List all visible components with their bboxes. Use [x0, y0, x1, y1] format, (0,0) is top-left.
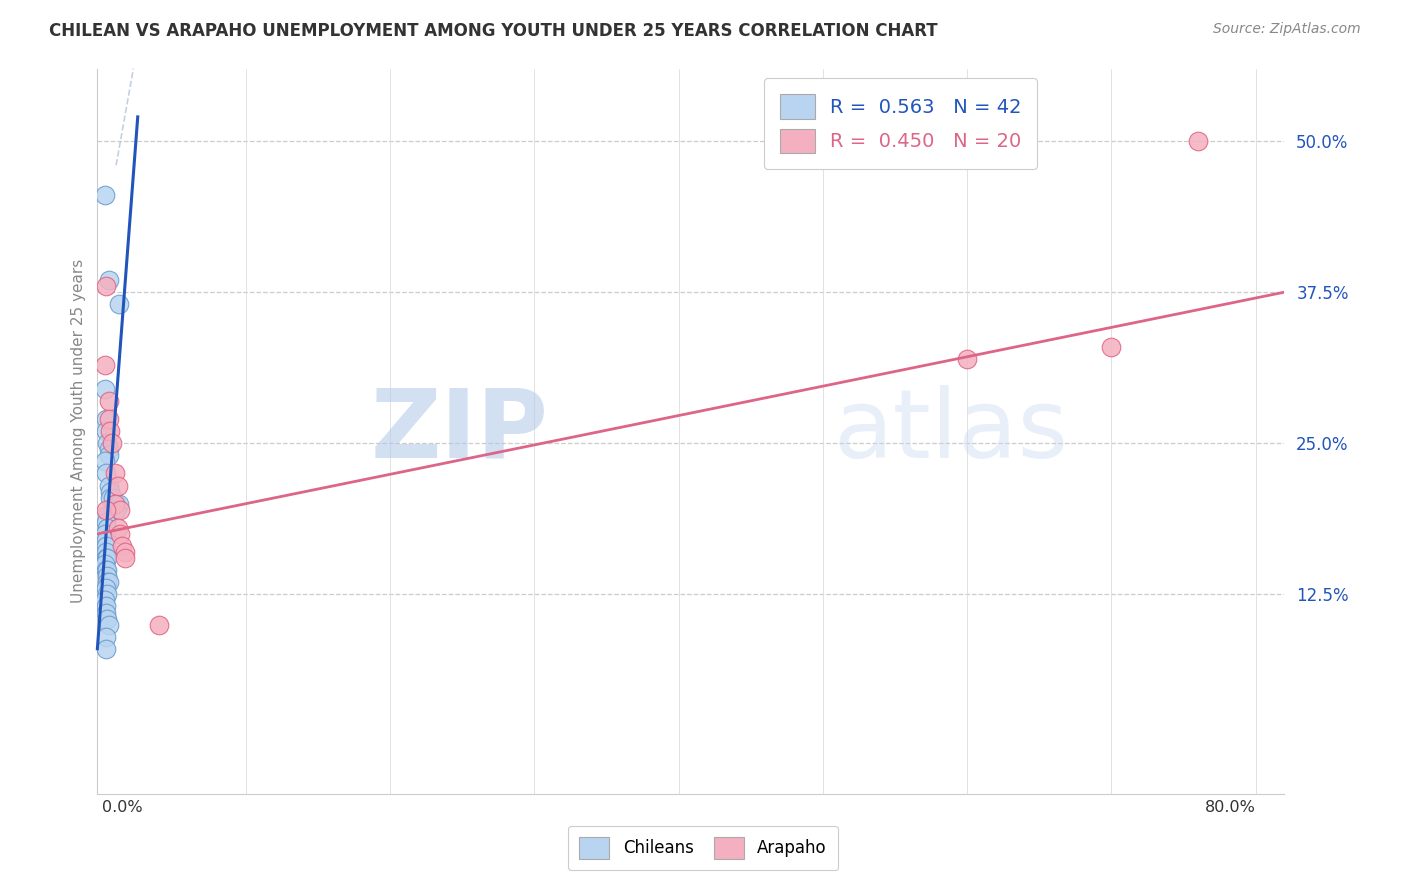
- Point: [94, 412, 117, 426]
- Text: CHILEAN VS ARAPAHO UNEMPLOYMENT AMONG YOUTH UNDER 25 YEARS CORRELATION CHART: CHILEAN VS ARAPAHO UNEMPLOYMENT AMONG YO…: [49, 22, 938, 40]
- Point: [93, 508, 115, 523]
- Point: [96, 569, 118, 583]
- Point: [105, 502, 128, 516]
- Text: 0.0%: 0.0%: [101, 800, 142, 815]
- Y-axis label: Unemployment Among Youth under 25 years: Unemployment Among Youth under 25 years: [72, 259, 86, 603]
- Point: [96, 587, 118, 601]
- Point: [1187, 134, 1209, 148]
- Point: [110, 527, 132, 541]
- Point: [94, 606, 117, 620]
- Point: [94, 563, 117, 577]
- Point: [94, 279, 117, 293]
- Point: [96, 611, 118, 625]
- Point: [107, 478, 129, 492]
- Point: [93, 454, 115, 468]
- Legend: Chileans, Arapaho: Chileans, Arapaho: [568, 825, 838, 871]
- Point: [105, 497, 128, 511]
- Point: [97, 394, 120, 409]
- Text: 80.0%: 80.0%: [1205, 800, 1256, 815]
- Point: [104, 497, 127, 511]
- Point: [96, 563, 118, 577]
- Point: [94, 533, 117, 547]
- Point: [93, 382, 115, 396]
- Point: [94, 539, 117, 553]
- Text: ZIP: ZIP: [371, 384, 548, 478]
- Point: [94, 599, 117, 614]
- Point: [94, 582, 117, 596]
- Point: [100, 436, 122, 450]
- Point: [93, 358, 115, 372]
- Point: [96, 521, 118, 535]
- Point: [93, 593, 115, 607]
- Point: [114, 551, 136, 566]
- Point: [107, 521, 129, 535]
- Point: [956, 351, 979, 366]
- Point: [94, 630, 117, 644]
- Point: [97, 575, 120, 590]
- Point: [94, 467, 117, 481]
- Legend: R =  0.563   N = 42, R =  0.450   N = 20: R = 0.563 N = 42, R = 0.450 N = 20: [763, 78, 1038, 169]
- Point: [94, 502, 117, 516]
- Point: [97, 448, 120, 462]
- Point: [110, 502, 132, 516]
- Point: [111, 539, 134, 553]
- Point: [114, 545, 136, 559]
- Point: [97, 478, 120, 492]
- Point: [98, 491, 121, 505]
- Point: [96, 551, 118, 566]
- Point: [94, 515, 117, 529]
- Point: [104, 467, 127, 481]
- Point: [97, 442, 120, 457]
- Point: [94, 545, 117, 559]
- Point: [97, 412, 120, 426]
- Point: [96, 575, 118, 590]
- Point: [93, 527, 115, 541]
- Text: atlas: atlas: [834, 384, 1069, 478]
- Point: [94, 424, 117, 438]
- Point: [108, 497, 131, 511]
- Point: [1099, 340, 1122, 354]
- Point: [94, 641, 117, 656]
- Point: [93, 557, 115, 571]
- Point: [97, 617, 120, 632]
- Point: [94, 551, 117, 566]
- Point: [103, 491, 125, 505]
- Point: [108, 297, 131, 311]
- Text: Source: ZipAtlas.com: Source: ZipAtlas.com: [1213, 22, 1361, 37]
- Point: [98, 484, 121, 499]
- Point: [148, 617, 170, 632]
- Point: [98, 424, 121, 438]
- Point: [97, 273, 120, 287]
- Point: [93, 188, 115, 202]
- Point: [96, 436, 118, 450]
